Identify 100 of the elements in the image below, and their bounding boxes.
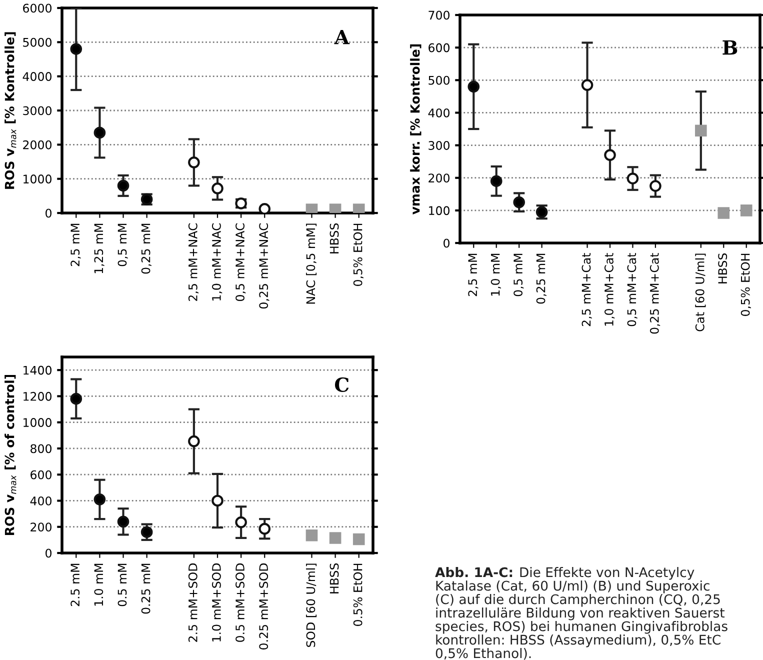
text: Die Effekte von N-Acetylcy [520, 567, 694, 580]
x-tick-label: 0,5% EtOH [740, 254, 751, 316]
y-tick-label: 1400 [24, 366, 52, 375]
y-axis-title: vmax korr. [% Kontrolle] [410, 44, 422, 214]
y-tick-label: 0 [46, 548, 52, 558]
x-tick-label: 0,25 mM+NAC [259, 223, 270, 309]
point [329, 532, 342, 544]
y-tick-label: 700 [428, 10, 450, 20]
text: species, ROS) bei humanen Gingivafibroblas [436, 621, 728, 634]
x-tick-label: 0,25 mM+Cat [650, 253, 660, 334]
x-tick-label: SOD [60 U/ml] [306, 564, 317, 647]
y-tick-label: 600 [30, 470, 52, 480]
y-tick-label: 300 [428, 141, 450, 150]
x-tick-label: 1,0 mM+Cat [604, 253, 615, 326]
y-tick-label: 1000 [24, 418, 52, 427]
point [352, 533, 365, 546]
y-tick-label: 0 [46, 208, 52, 218]
x-tick-label: Cat [60 U/ml] [695, 254, 706, 332]
point [117, 516, 130, 528]
point [650, 180, 662, 192]
text: intrazelluläre Bildung von reaktiven Sauerst [436, 608, 725, 620]
x-tick-label: NAC [0,5 mM] [306, 224, 317, 304]
x-tick-label: 0.25 mM [141, 564, 150, 614]
annotation: C [334, 377, 349, 392]
point [626, 172, 639, 184]
x-tick-label: 1.0 mM [94, 564, 104, 606]
point [140, 526, 153, 538]
y-tick-label: 800 [30, 444, 52, 454]
point [352, 204, 365, 213]
point [740, 204, 752, 216]
y-tick-label: 6000 [23, 4, 52, 13]
y-axis-title: ROS v$_{max}$ [% Kontrolle] [4, 32, 16, 189]
y-tick-label: 600 [428, 43, 450, 52]
x-tick-label: 0.5 mM+SOD [236, 563, 244, 642]
x-tick-label: 0.25 mM+SOD [259, 563, 268, 650]
y-tick-label: 200 [428, 174, 450, 183]
point [718, 207, 730, 219]
point [188, 156, 200, 168]
x-tick-label: 2.5 mM+SOD [188, 563, 198, 642]
point [258, 522, 271, 535]
point [513, 196, 525, 208]
x-tick-label: 2,5 mM+Cat [582, 253, 592, 326]
y-tick-label: 400 [428, 108, 450, 118]
point [490, 175, 502, 188]
point [468, 80, 480, 93]
x-tick-label: 1,0 mM+NAC [212, 223, 222, 300]
annotation: A [334, 30, 350, 44]
y-tick-label: 400 [30, 496, 52, 506]
x-tick-label: 1,0 mM [490, 254, 501, 296]
y-axis-title: ROS v$_{max}$ [% of control] [4, 374, 16, 535]
x-tick-label: 2,5 mM [70, 224, 81, 266]
point [306, 529, 318, 542]
annotation: B [722, 40, 738, 55]
point [94, 126, 106, 139]
point [94, 494, 106, 506]
x-tick-label: 0,25 mM [141, 224, 152, 274]
x-tick-label: 2.5 mM [70, 564, 80, 606]
x-tick-label: HBSS [718, 253, 728, 284]
x-tick-label: 0,5 mM [118, 224, 128, 266]
y-tick-label: 500 [428, 76, 450, 85]
text: Katalase (Cat, 60 U/ml) (B) und Superoxic [436, 580, 710, 594]
point [235, 516, 247, 528]
y-tick-label: 1000 [24, 174, 52, 184]
point [329, 204, 342, 213]
caption: Abb. 1A-C: [435, 567, 512, 578]
point [258, 202, 271, 213]
x-tick-label: 0.5 mM [118, 564, 127, 606]
text: 0,5% Ethanol). [436, 648, 531, 660]
text: kontrollen: HBSS (Assaymedium), 0,5% EtC [436, 634, 720, 648]
x-tick-label: 0,5% EtOH [353, 224, 364, 286]
x-tick-label: 0,5 mM+Cat [627, 253, 638, 326]
x-tick-label: 2,5 mM [468, 254, 478, 296]
point [117, 180, 130, 192]
x-tick-label: 0.5% EtOH [353, 564, 362, 626]
y-tick-label: 5000 [23, 38, 52, 47]
x-tick-label: HBSS [330, 223, 339, 254]
y-tick-label: 3000 [23, 106, 52, 116]
point [306, 204, 318, 213]
x-tick-label: 1,25 mM [94, 224, 104, 274]
x-tick-label: 1.0 mM+SOD [212, 563, 221, 642]
x-tick-label: 0,5 mM [514, 254, 524, 296]
x-tick-label: 2,5 mM+NAC [188, 223, 199, 301]
point [695, 124, 707, 137]
point [212, 182, 224, 194]
point [212, 494, 224, 507]
point [604, 149, 616, 161]
y-tick-label: 4000 [22, 72, 52, 81]
y-tick-label: 0 [444, 238, 450, 248]
text: (C) auf die durch Campherchinon (CQ, 0,25 [436, 594, 720, 607]
y-tick-label: 1200 [24, 392, 52, 401]
y-tick-label: 100 [429, 206, 450, 216]
point [70, 43, 82, 55]
point [70, 392, 82, 405]
point [581, 79, 594, 91]
x-tick-label: HBSS [330, 563, 339, 594]
y-tick-label: 200 [30, 522, 52, 532]
y-tick-label: 2000 [23, 140, 52, 150]
x-tick-label: 0,5 mM+NAC [236, 223, 246, 301]
point [188, 435, 200, 448]
x-tick-label: 0,25 mM [536, 254, 546, 304]
